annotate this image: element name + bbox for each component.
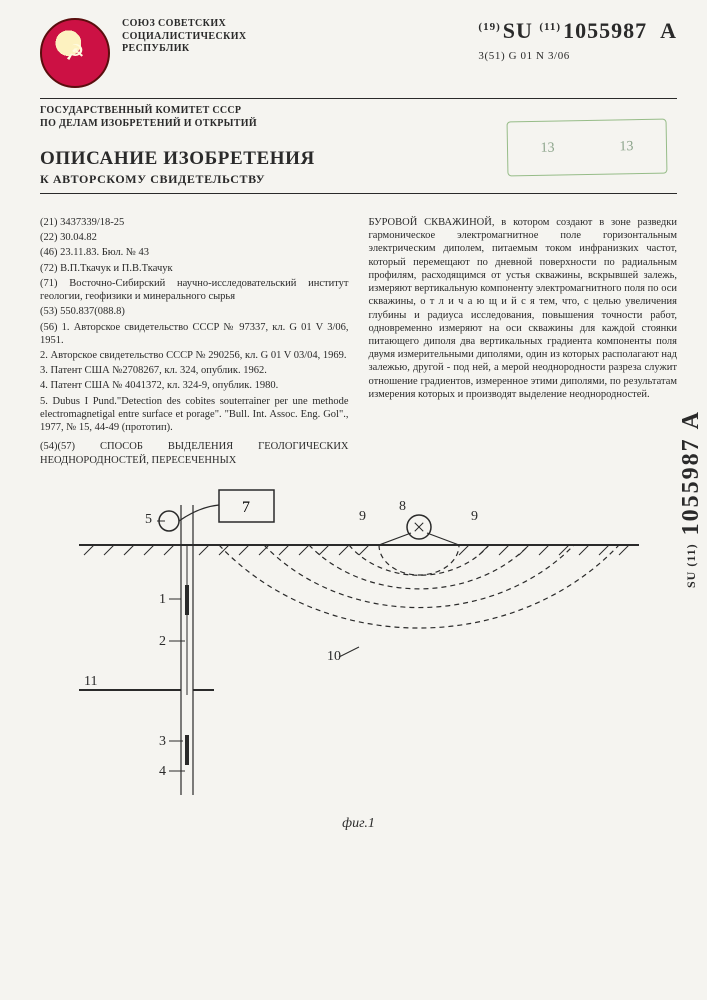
label-9-right: 9 bbox=[471, 509, 478, 524]
field-56-2: 2. Авторское свидетельство СССР № 290256… bbox=[40, 349, 349, 362]
soyuz-line-3: РЕСПУБЛИК bbox=[122, 43, 247, 56]
prefix-19: (19) bbox=[478, 21, 500, 33]
side-pub-code: SU (11) 1055987 A bbox=[678, 410, 705, 588]
side-prefix: SU (11) bbox=[684, 543, 698, 588]
label-11: 11 bbox=[84, 674, 97, 689]
field-53: (53) 550.837(088.8) bbox=[40, 305, 349, 318]
field-22: (22) 30.04.82 bbox=[40, 231, 349, 244]
side-suffix: A bbox=[678, 410, 704, 429]
side-number: 1055987 bbox=[678, 437, 704, 535]
su-code: SU bbox=[503, 18, 533, 43]
body-columns: (21) 3437339/18-25 (22) 30.04.82 (46) 23… bbox=[40, 216, 677, 469]
divider-icon bbox=[40, 193, 677, 194]
field-56-1: (56) 1. Авторское свидетельство СССР № 9… bbox=[40, 321, 349, 347]
field-56-3: 3. Патент США №2708267, кл. 324, опублик… bbox=[40, 364, 349, 377]
class-code: G 01 N 3/06 bbox=[509, 50, 570, 62]
label-7: 7 bbox=[242, 499, 250, 516]
field-71: (71) Восточно-Сибирский научно-исследова… bbox=[40, 277, 349, 303]
field-56-4: 4. Патент США № 4041372, кл. 324-9, опуб… bbox=[40, 379, 349, 392]
figure-caption: фиг.1 bbox=[40, 816, 677, 832]
library-stamp: 13 13 bbox=[507, 120, 677, 175]
soyuz-block: СОЮЗ СОВЕТСКИХ СОЦИАЛИСТИЧЕСКИХ РЕСПУБЛИ… bbox=[122, 18, 247, 56]
figure-svg: 7 5 9 9 8 1 2 3 4 bbox=[79, 485, 639, 815]
figure-1: 7 5 9 9 8 1 2 3 4 bbox=[40, 485, 677, 832]
soyuz-line-2: СОЦИАЛИСТИЧЕСКИХ bbox=[122, 31, 247, 44]
divider-icon bbox=[40, 98, 677, 99]
su-number-line: (19)SU (11)1055987 A bbox=[478, 18, 677, 44]
label-8: 8 bbox=[399, 499, 406, 514]
abstract-text: БУРОВОЙ СКВАЖИНОЙ, в котором создают в з… bbox=[369, 216, 678, 401]
prefix-11: (11) bbox=[539, 21, 561, 33]
left-column: (21) 3437339/18-25 (22) 30.04.82 (46) 23… bbox=[40, 216, 349, 469]
header-row: ☭ СОЮЗ СОВЕТСКИХ СОЦИАЛИСТИЧЕСКИХ РЕСПУБ… bbox=[40, 18, 677, 88]
field-46: (46) 23.11.83. Бюл. № 43 bbox=[40, 246, 349, 259]
field-72: (72) В.П.Ткачук и П.В.Ткачук bbox=[40, 262, 349, 275]
label-9-left: 9 bbox=[359, 509, 366, 524]
field-56-5: 5. Dubus I Pund."Detection des cobites s… bbox=[40, 395, 349, 435]
ipc-class: 3(51) G 01 N 3/06 bbox=[478, 50, 677, 62]
field-21: (21) 3437339/18-25 bbox=[40, 216, 349, 229]
su-number: 1055987 bbox=[563, 18, 647, 43]
label-3: 3 bbox=[159, 734, 166, 749]
stamp-num-left: 13 bbox=[540, 140, 554, 156]
class-prefix: 3(51) bbox=[478, 50, 505, 62]
label-1: 1 bbox=[159, 592, 166, 607]
label-2: 2 bbox=[159, 634, 166, 649]
stamp-box-icon: 13 13 bbox=[507, 119, 668, 177]
stamp-num-right: 13 bbox=[619, 139, 633, 155]
right-column: БУРОВОЙ СКВАЖИНОЙ, в котором создают в з… bbox=[369, 216, 678, 469]
soyuz-line-1: СОЮЗ СОВЕТСКИХ bbox=[122, 18, 247, 31]
field-54: (54)(57) СПОСОБ ВЫДЕЛЕНИЯ ГЕОЛОГИЧЕСКИХ … bbox=[40, 440, 349, 466]
su-suffix: A bbox=[660, 18, 677, 43]
label-4: 4 bbox=[159, 764, 166, 779]
ussr-emblem-icon: ☭ bbox=[40, 18, 110, 88]
publication-codes: (19)SU (11)1055987 A 3(51) G 01 N 3/06 bbox=[478, 18, 677, 62]
committee-line-1: ГОСУДАРСТВЕННЫЙ КОМИТЕТ СССР bbox=[40, 105, 677, 118]
label-5: 5 bbox=[145, 512, 152, 527]
